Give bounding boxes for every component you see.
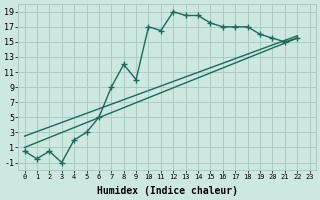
X-axis label: Humidex (Indice chaleur): Humidex (Indice chaleur) — [97, 186, 237, 196]
